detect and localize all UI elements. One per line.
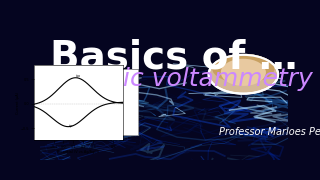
Text: Cyclic voltammetry (part I): Cyclic voltammetry (part I) bbox=[70, 67, 320, 91]
Ellipse shape bbox=[212, 54, 275, 83]
Text: $i_{pc}$: $i_{pc}$ bbox=[68, 122, 75, 131]
Y-axis label: Current (μA): Current (μA) bbox=[16, 92, 20, 114]
Text: Basics of …: Basics of … bbox=[50, 38, 298, 76]
X-axis label: Potential (V vs Ag/AgCl): Potential (V vs Ag/AgCl) bbox=[57, 150, 100, 154]
Text: $i_{pa}$: $i_{pa}$ bbox=[76, 72, 82, 81]
Ellipse shape bbox=[221, 59, 266, 86]
FancyBboxPatch shape bbox=[64, 69, 138, 135]
Text: Professor Marloes Peeters: Professor Marloes Peeters bbox=[219, 127, 320, 137]
Circle shape bbox=[209, 55, 278, 94]
